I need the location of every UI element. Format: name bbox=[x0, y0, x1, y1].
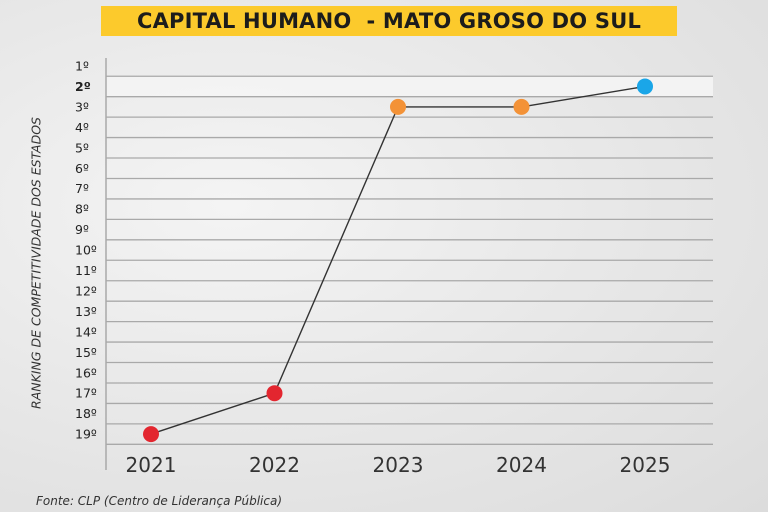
y-tick-label: 15º bbox=[75, 345, 97, 360]
y-tick-label: 3º bbox=[75, 99, 89, 114]
y-tick-label: 11º bbox=[75, 263, 97, 278]
y-axis-label: RANKING DE COMPETITIVIDADE DOS ESTADOS bbox=[28, 117, 44, 409]
y-tick-label: 19º bbox=[75, 427, 97, 442]
x-tick-label: 2025 bbox=[620, 453, 671, 477]
title-banner: CAPITAL HUMANO - MATO GROSO DO SUL bbox=[101, 6, 677, 36]
y-tick-label: 7º bbox=[75, 181, 89, 196]
y-tick-label: 6º bbox=[75, 161, 89, 176]
y-tick-label: 14º bbox=[75, 324, 97, 339]
y-tick-label: 4º bbox=[75, 120, 89, 135]
y-tick-label: 9º bbox=[75, 222, 89, 237]
y-tick-label: 1º bbox=[75, 59, 89, 74]
y-tick-label: 18º bbox=[75, 406, 97, 421]
y-tick-label: 16º bbox=[75, 365, 97, 380]
y-tick-label: 13º bbox=[75, 304, 97, 319]
x-tick-label: 2022 bbox=[249, 453, 300, 477]
y-tick-label: 5º bbox=[75, 140, 89, 155]
data-point-2022 bbox=[266, 385, 283, 402]
y-tick-label: 17º bbox=[75, 386, 97, 401]
source-note: Fonte: CLP (Centro de Liderança Pública) bbox=[36, 494, 283, 508]
y-tick-label: 10º bbox=[75, 243, 97, 258]
highlight-row bbox=[106, 76, 713, 97]
x-tick-label: 2023 bbox=[373, 453, 424, 477]
data-point-2023 bbox=[390, 98, 406, 115]
x-tick-label: 2021 bbox=[126, 453, 177, 477]
data-point-2025 bbox=[637, 78, 653, 95]
x-tick-label: 2024 bbox=[496, 453, 547, 477]
chart-title: CAPITAL HUMANO - MATO GROSO DO SUL bbox=[136, 9, 642, 33]
y-tick-label: 8º bbox=[75, 202, 89, 217]
data-point-2024 bbox=[513, 98, 530, 115]
y-tick-label: 2º bbox=[75, 79, 91, 94]
y-tick-label: 12º bbox=[75, 283, 97, 298]
data-point-2021 bbox=[143, 426, 159, 443]
